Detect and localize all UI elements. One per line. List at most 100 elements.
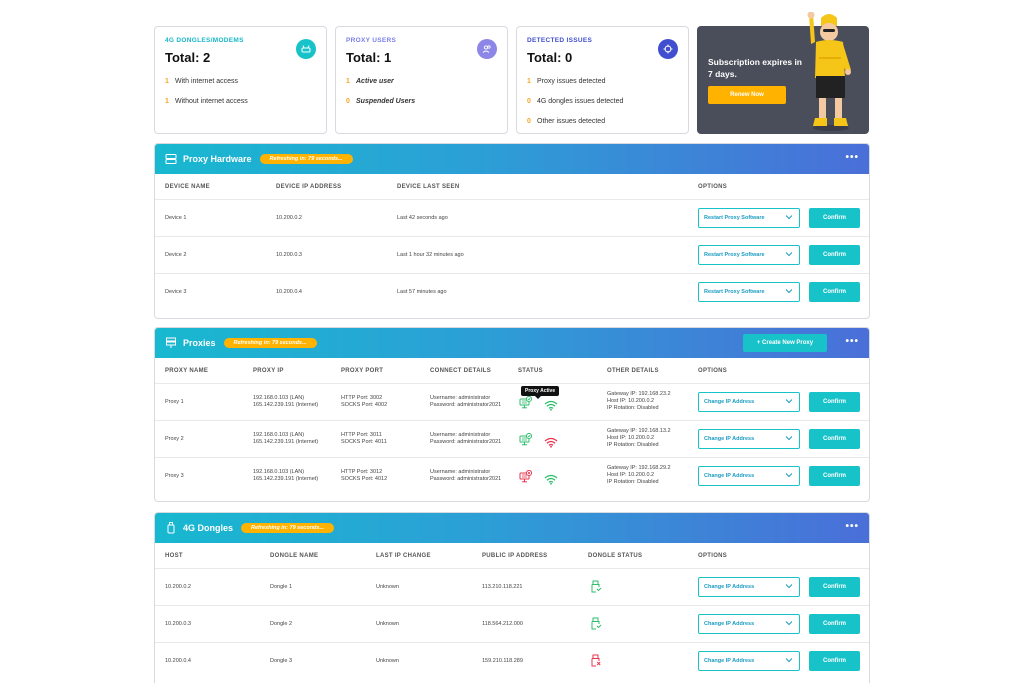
change-ip-select[interactable]: Change IP Address xyxy=(698,466,800,486)
dongle-public-ip: 159.210.118.289 xyxy=(482,658,523,664)
change-ip-select[interactable]: Change IP Address xyxy=(698,577,800,597)
more-options-icon[interactable]: ••• xyxy=(845,521,859,532)
column-header: DONGLE STATUS xyxy=(588,552,643,559)
confirm-button[interactable]: Confirm xyxy=(809,651,860,671)
proxy-username: Username: administrator xyxy=(430,469,491,475)
card-row: 1 Active user xyxy=(346,77,394,85)
dongle-name: Dongle 2 xyxy=(270,621,293,627)
table-header: HOST DONGLE NAME LAST IP CHANGE PUBLIC I… xyxy=(155,543,869,569)
select-value: Restart Proxy Software xyxy=(704,215,765,221)
more-options-icon[interactable]: ••• xyxy=(845,336,859,347)
panel-header: Proxies Refreshing in: 79 seconds... + C… xyxy=(155,328,869,358)
confirm-button[interactable]: Confirm xyxy=(809,429,860,449)
proxy-password: Password: administrator2021 xyxy=(430,402,502,408)
monitor-ok-icon[interactable] xyxy=(519,395,533,414)
confirm-button[interactable]: Confirm xyxy=(809,208,860,228)
change-ip-select[interactable]: Change IP Address xyxy=(698,651,800,671)
chevron-down-icon xyxy=(785,252,793,257)
proxy-http-port: HTTP Port: 3012 xyxy=(341,469,383,475)
create-new-proxy-button[interactable]: + Create New Proxy xyxy=(743,334,827,352)
proxy-ip-lan: 192.168.0.103 (LAN) xyxy=(253,469,305,475)
proxy-users-summary-card: PROXY USERS Total: 1 1 Active user 0 Suspe… xyxy=(335,26,508,134)
dongle-ok-icon[interactable] xyxy=(590,617,603,637)
select-value: Restart Proxy Software xyxy=(704,289,765,295)
change-ip-select[interactable]: Change IP Address xyxy=(698,614,800,634)
select-value: Change IP Address xyxy=(704,658,755,664)
device-last-seen: Last 57 minutes ago xyxy=(397,289,447,295)
usb-dongle-icon xyxy=(167,522,175,534)
users-icon xyxy=(477,39,497,59)
select-value: Restart Proxy Software xyxy=(704,252,765,258)
confirm-button[interactable]: Confirm xyxy=(809,282,860,302)
more-options-icon[interactable]: ••• xyxy=(845,152,859,163)
proxy-icon xyxy=(166,337,176,348)
restart-option-select[interactable]: Restart Proxy Software xyxy=(698,282,800,302)
select-value: Change IP Address xyxy=(704,473,755,479)
proxy-socks-port: SOCKS Port: 4002 xyxy=(341,402,388,408)
ip-rotation: IP Rotation: Disabled xyxy=(607,479,659,485)
refresh-badge: Refreshing in: 79 seconds... xyxy=(241,523,335,533)
table-header: PROXY NAME PROXY IP PROXY PORT CONNECT D… xyxy=(155,358,869,384)
card-row: 0 Other issues detected xyxy=(527,117,606,125)
change-ip-select[interactable]: Change IP Address xyxy=(698,429,800,449)
select-value: Change IP Address xyxy=(704,621,755,627)
select-value: Change IP Address xyxy=(704,584,755,590)
chevron-down-icon xyxy=(785,399,793,404)
monitor-ok-icon[interactable] xyxy=(519,432,533,451)
device-ip: 10.200.0.3 xyxy=(276,252,302,258)
chevron-down-icon xyxy=(785,215,793,220)
card-label: 4G DONGLES/MODEMS xyxy=(165,37,244,44)
confirm-button[interactable]: Confirm xyxy=(809,614,860,634)
restart-option-select[interactable]: Restart Proxy Software xyxy=(698,245,800,265)
select-value: Change IP Address xyxy=(704,399,755,405)
refresh-badge: Refreshing in: 79 seconds... xyxy=(223,338,317,348)
confirm-button[interactable]: Confirm xyxy=(809,466,860,486)
column-header: OPTIONS xyxy=(698,552,728,559)
proxy-ip-lan: 192.168.0.103 (LAN) xyxy=(253,432,305,438)
host-ip: Host IP: 10.200.0.2 xyxy=(607,398,655,404)
table-row: 10.200.0.3 Dongle 2 Unknown 118.564.212.000… xyxy=(155,606,869,643)
proxies-panel: Proxies Refreshing in: 79 seconds... + C… xyxy=(154,327,870,502)
proxy-ip-lan: 192.168.0.103 (LAN) xyxy=(253,395,305,401)
proxy-ip-internet: 165.142.239.191 (Internet) xyxy=(253,439,319,445)
card-label: DETECTED ISSUES xyxy=(527,37,593,44)
dongle-name: Dongle 3 xyxy=(270,658,293,664)
column-header: STATUS xyxy=(518,367,543,374)
ip-rotation: IP Rotation: Disabled xyxy=(607,405,659,411)
dongle-ok-icon[interactable] xyxy=(590,580,603,600)
dongle-host: 10.200.0.4 xyxy=(165,658,191,664)
dongle-last-ip-change: Unknown xyxy=(376,658,399,664)
confirm-button[interactable]: Confirm xyxy=(809,392,860,412)
dongles-summary-card: 4G DONGLES/MODEMS Total: 2 1 With interne… xyxy=(154,26,327,134)
card-row: 0 Suspended Users xyxy=(346,97,416,105)
proxy-socks-port: SOCKS Port: 4011 xyxy=(341,439,387,445)
issues-summary-card: DETECTED ISSUES Total: 0 1 Proxy issues d… xyxy=(516,26,689,134)
panel-header: Proxy Hardware Refreshing in: 79 seconds… xyxy=(155,144,869,174)
chevron-down-icon xyxy=(785,621,793,626)
column-header: PROXY NAME xyxy=(165,367,209,374)
chevron-down-icon xyxy=(785,436,793,441)
column-header: CONNECT DETAILS xyxy=(430,367,492,374)
proxy-username: Username: administrator xyxy=(430,432,491,438)
table-row: Device 2 10.200.0.3 Last 1 hour 32 minutes… xyxy=(155,237,869,274)
table-row: Proxy 3 192.168.0.103 (LAN) 165.142.239.19… xyxy=(155,458,869,495)
dongle-name: Dongle 1 xyxy=(270,584,293,590)
wifi-ok-icon[interactable] xyxy=(544,472,558,490)
renew-now-button[interactable]: Renew Now xyxy=(708,86,786,104)
wifi-error-icon[interactable] xyxy=(544,435,558,453)
restart-option-select[interactable]: Restart Proxy Software xyxy=(698,208,800,228)
change-ip-select[interactable]: Change IP Address xyxy=(698,392,800,412)
gateway-ip: Gateway IP: 192.168.23.2 xyxy=(607,391,671,397)
panel-header: 4G Dongles Refreshing in: 79 seconds... … xyxy=(155,513,869,543)
dongle-error-icon[interactable] xyxy=(590,654,603,674)
select-value: Change IP Address xyxy=(704,436,755,442)
monitor-error-icon[interactable] xyxy=(519,469,533,488)
table-row: Device 1 10.200.0.2 Last 42 seconds ago Res… xyxy=(155,200,869,237)
confirm-button[interactable]: Confirm xyxy=(809,245,860,265)
chevron-down-icon xyxy=(785,584,793,589)
confirm-button[interactable]: Confirm xyxy=(809,577,860,597)
subscription-message: Subscription expires in 7 days. xyxy=(708,57,802,79)
table-row: Proxy 2 192.168.0.103 (LAN) 165.142.239.19… xyxy=(155,421,869,458)
dongle-last-ip-change: Unknown xyxy=(376,621,399,627)
wifi-ok-icon[interactable] xyxy=(544,398,558,416)
